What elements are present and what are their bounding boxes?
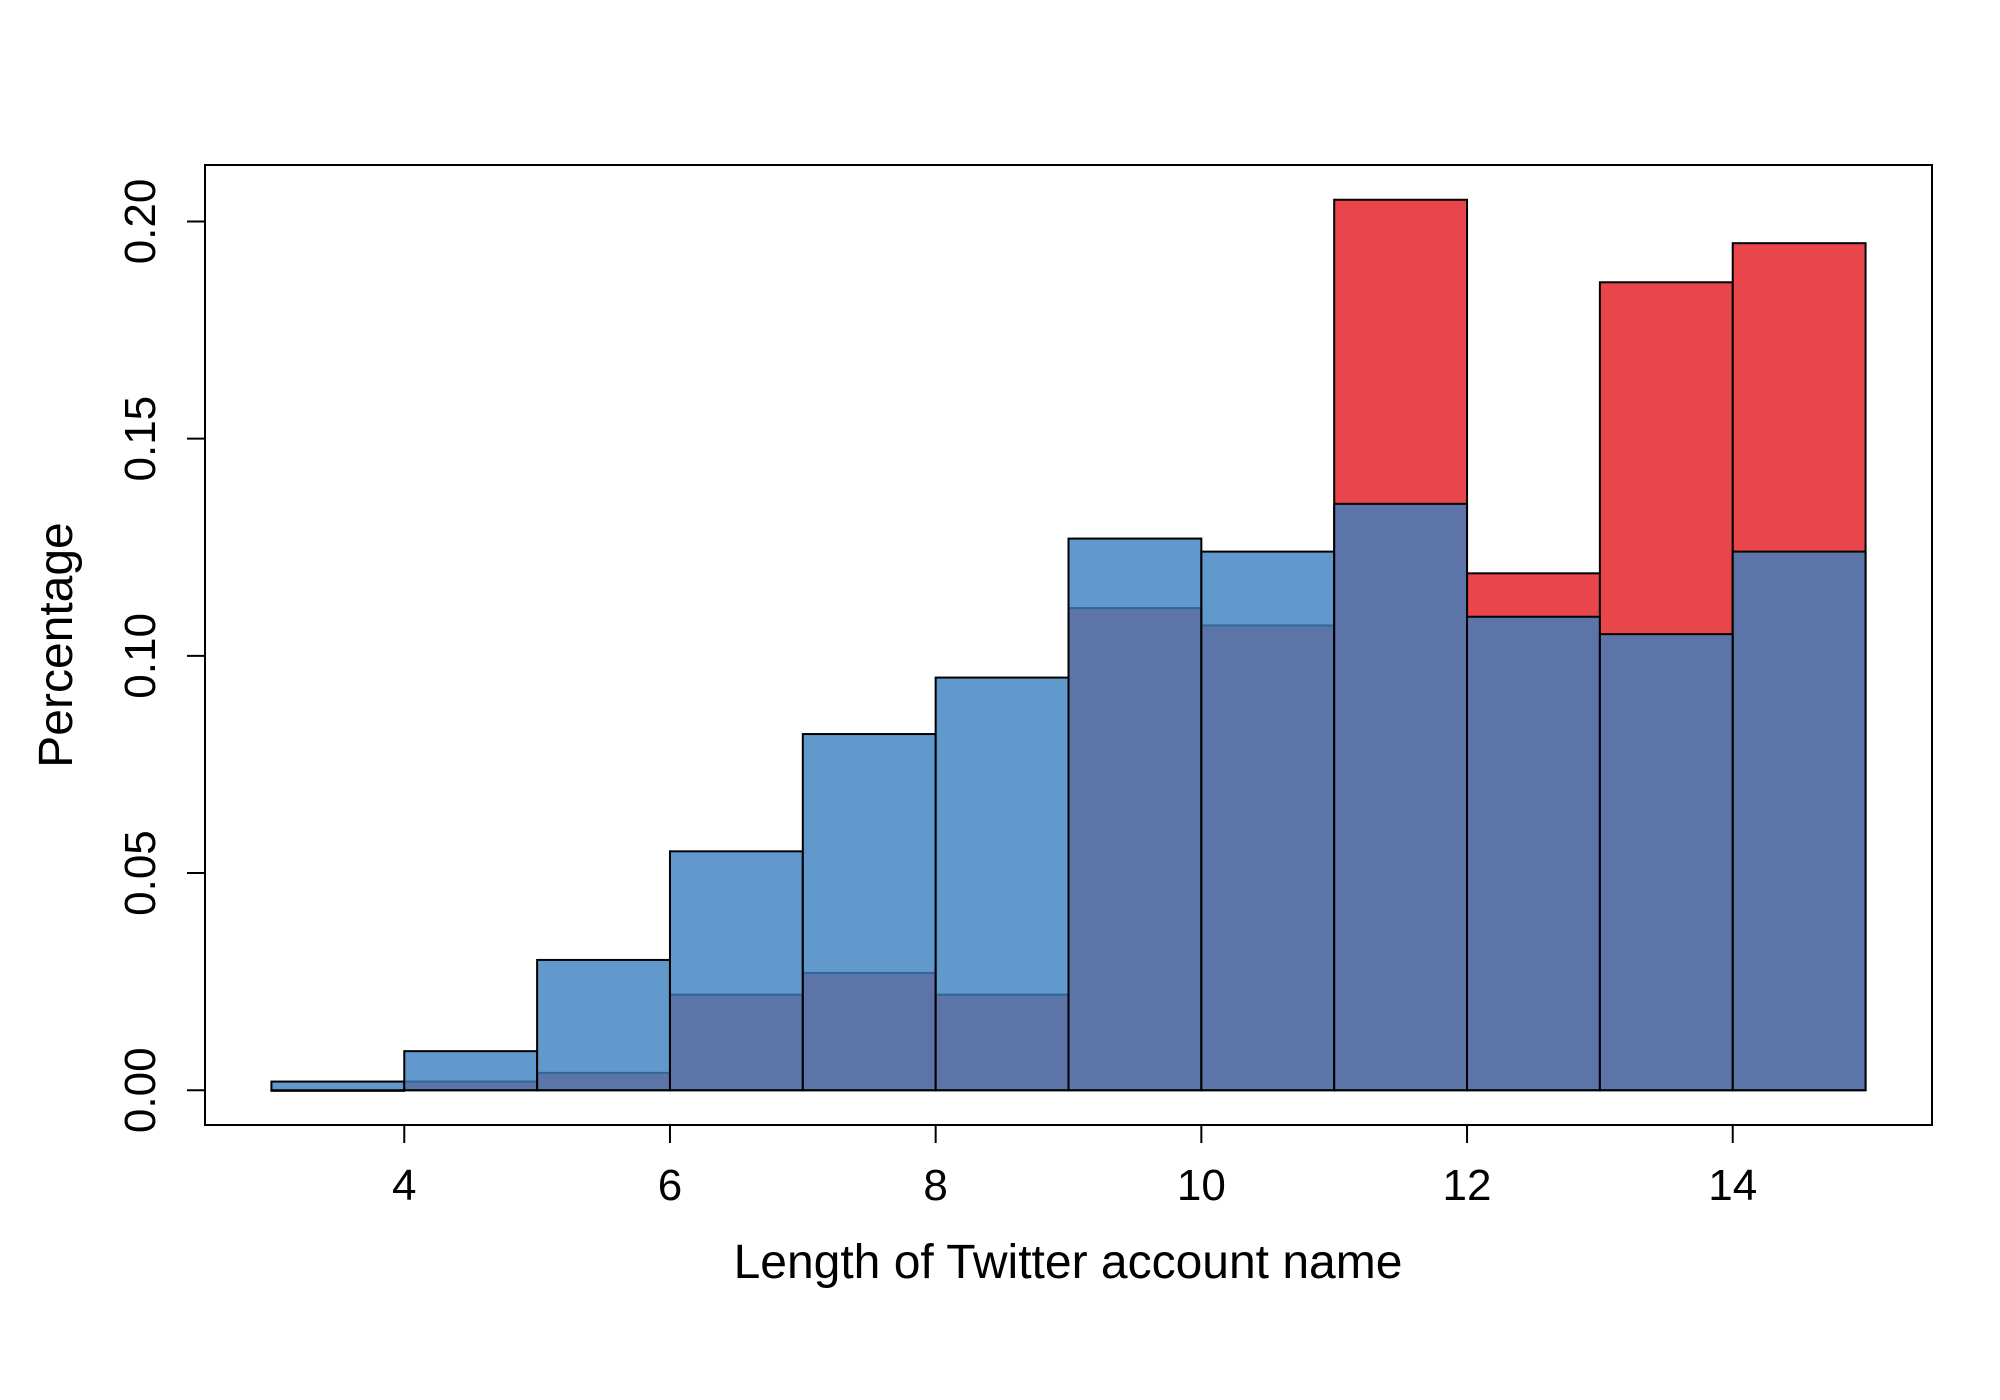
x-tick-label-10: 10 xyxy=(1177,1161,1226,1210)
x-tick-label-14: 14 xyxy=(1708,1161,1757,1210)
series-2-bar-5 xyxy=(801,733,937,1092)
series-2-bar-2 xyxy=(403,1050,539,1092)
series-2-bar-8 xyxy=(1200,550,1336,1092)
y-tick-label-0.05: 0.05 xyxy=(116,830,165,916)
y-tick-label-0.00: 0.00 xyxy=(116,1047,165,1133)
y-tick-label-0.15: 0.15 xyxy=(116,396,165,482)
y-axis-title: Percentage xyxy=(30,522,83,768)
series-2-bar-9 xyxy=(1333,502,1469,1092)
series-2-bar-3 xyxy=(536,958,671,1092)
series-2-bar-11 xyxy=(1598,633,1734,1092)
series-2-bar-12 xyxy=(1731,550,1867,1092)
y-tick-label-0.20: 0.20 xyxy=(116,179,165,265)
x-tick-label-8: 8 xyxy=(923,1161,947,1210)
series-2-bar-1 xyxy=(270,1080,406,1092)
series-2-bar-4 xyxy=(668,850,804,1092)
x-tick-label-6: 6 xyxy=(658,1161,682,1210)
series-2-bar-10 xyxy=(1466,615,1601,1092)
x-axis-title: Length of Twitter account name xyxy=(734,1236,1403,1289)
x-tick-label-12: 12 xyxy=(1443,1161,1492,1210)
x-tick-label-4: 4 xyxy=(392,1161,416,1210)
series-2-bar-7 xyxy=(1067,537,1203,1092)
y-tick-label-0.10: 0.10 xyxy=(116,613,165,699)
series-2-bar-6 xyxy=(934,676,1070,1092)
